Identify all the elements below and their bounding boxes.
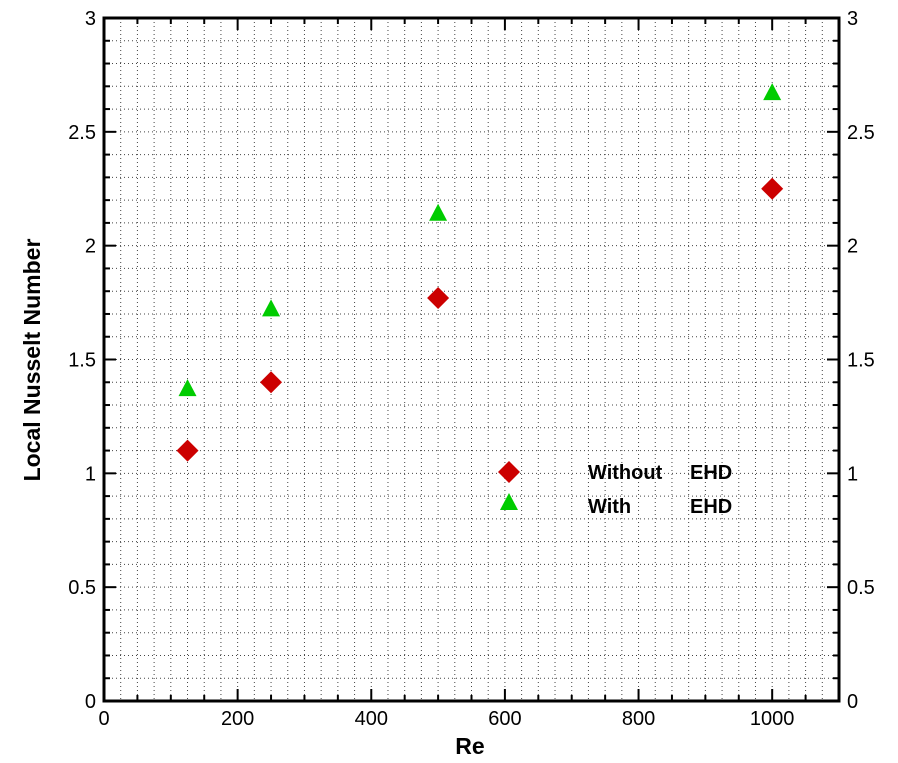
y-tick-label-left: 2 bbox=[85, 236, 96, 258]
legend-marker-with-ehd bbox=[500, 493, 518, 510]
y-tick-label-left: 1 bbox=[85, 463, 96, 485]
axis-ticks bbox=[103, 17, 840, 702]
legend-label-without-ehd: EHD bbox=[690, 462, 732, 484]
y-tick-label-left: 0 bbox=[85, 691, 96, 713]
y-tick-label-left: 0.5 bbox=[68, 577, 96, 599]
data-point-without-ehd bbox=[761, 177, 784, 200]
y-tick-label-right: 3 bbox=[847, 8, 858, 30]
y-tick-label-right: 1.5 bbox=[847, 350, 875, 372]
y-tick-label-right: 1 bbox=[847, 463, 858, 485]
y-tick-label-right: 0.5 bbox=[847, 577, 875, 599]
data-point-without-ehd bbox=[260, 371, 283, 394]
data-point-without-ehd bbox=[176, 439, 199, 462]
x-tick-label: 0 bbox=[98, 708, 109, 730]
grid bbox=[104, 18, 839, 701]
y-tick-label-left: 3 bbox=[85, 8, 96, 30]
data-point-without-ehd bbox=[427, 287, 450, 310]
x-tick-label: 600 bbox=[488, 708, 521, 730]
data-point-with-ehd bbox=[429, 203, 448, 221]
legend-label-with-ehd: EHD bbox=[690, 496, 732, 518]
y-tick-label-right: 0 bbox=[847, 691, 858, 713]
legend-label-with: With bbox=[588, 496, 631, 518]
x-tick-label: 400 bbox=[355, 708, 388, 730]
data-point-with-ehd bbox=[763, 83, 782, 101]
legend-diamond-marker bbox=[498, 461, 520, 483]
x-tick-label: 800 bbox=[622, 708, 655, 730]
x-tick-label: 200 bbox=[221, 708, 254, 730]
legend-marker-without-ehd bbox=[498, 461, 520, 483]
y-tick-label-left: 2.5 bbox=[68, 122, 96, 144]
y-tick-label-left: 1.5 bbox=[68, 350, 96, 372]
legend: Without EHD With EHD bbox=[498, 461, 732, 518]
legend-label-without: Without bbox=[588, 462, 663, 484]
y-tick-label-right: 2.5 bbox=[847, 122, 875, 144]
y-axis-title: Local Nusselt Number bbox=[19, 239, 45, 482]
x-axis-title: Re bbox=[455, 733, 484, 759]
x-tick-label: 1000 bbox=[750, 708, 795, 730]
y-tick-label-right: 2 bbox=[847, 236, 858, 258]
data-point-with-ehd bbox=[262, 299, 281, 317]
data-point-with-ehd bbox=[178, 379, 197, 397]
legend-triangle-marker bbox=[500, 493, 518, 510]
data-markers bbox=[176, 83, 784, 462]
